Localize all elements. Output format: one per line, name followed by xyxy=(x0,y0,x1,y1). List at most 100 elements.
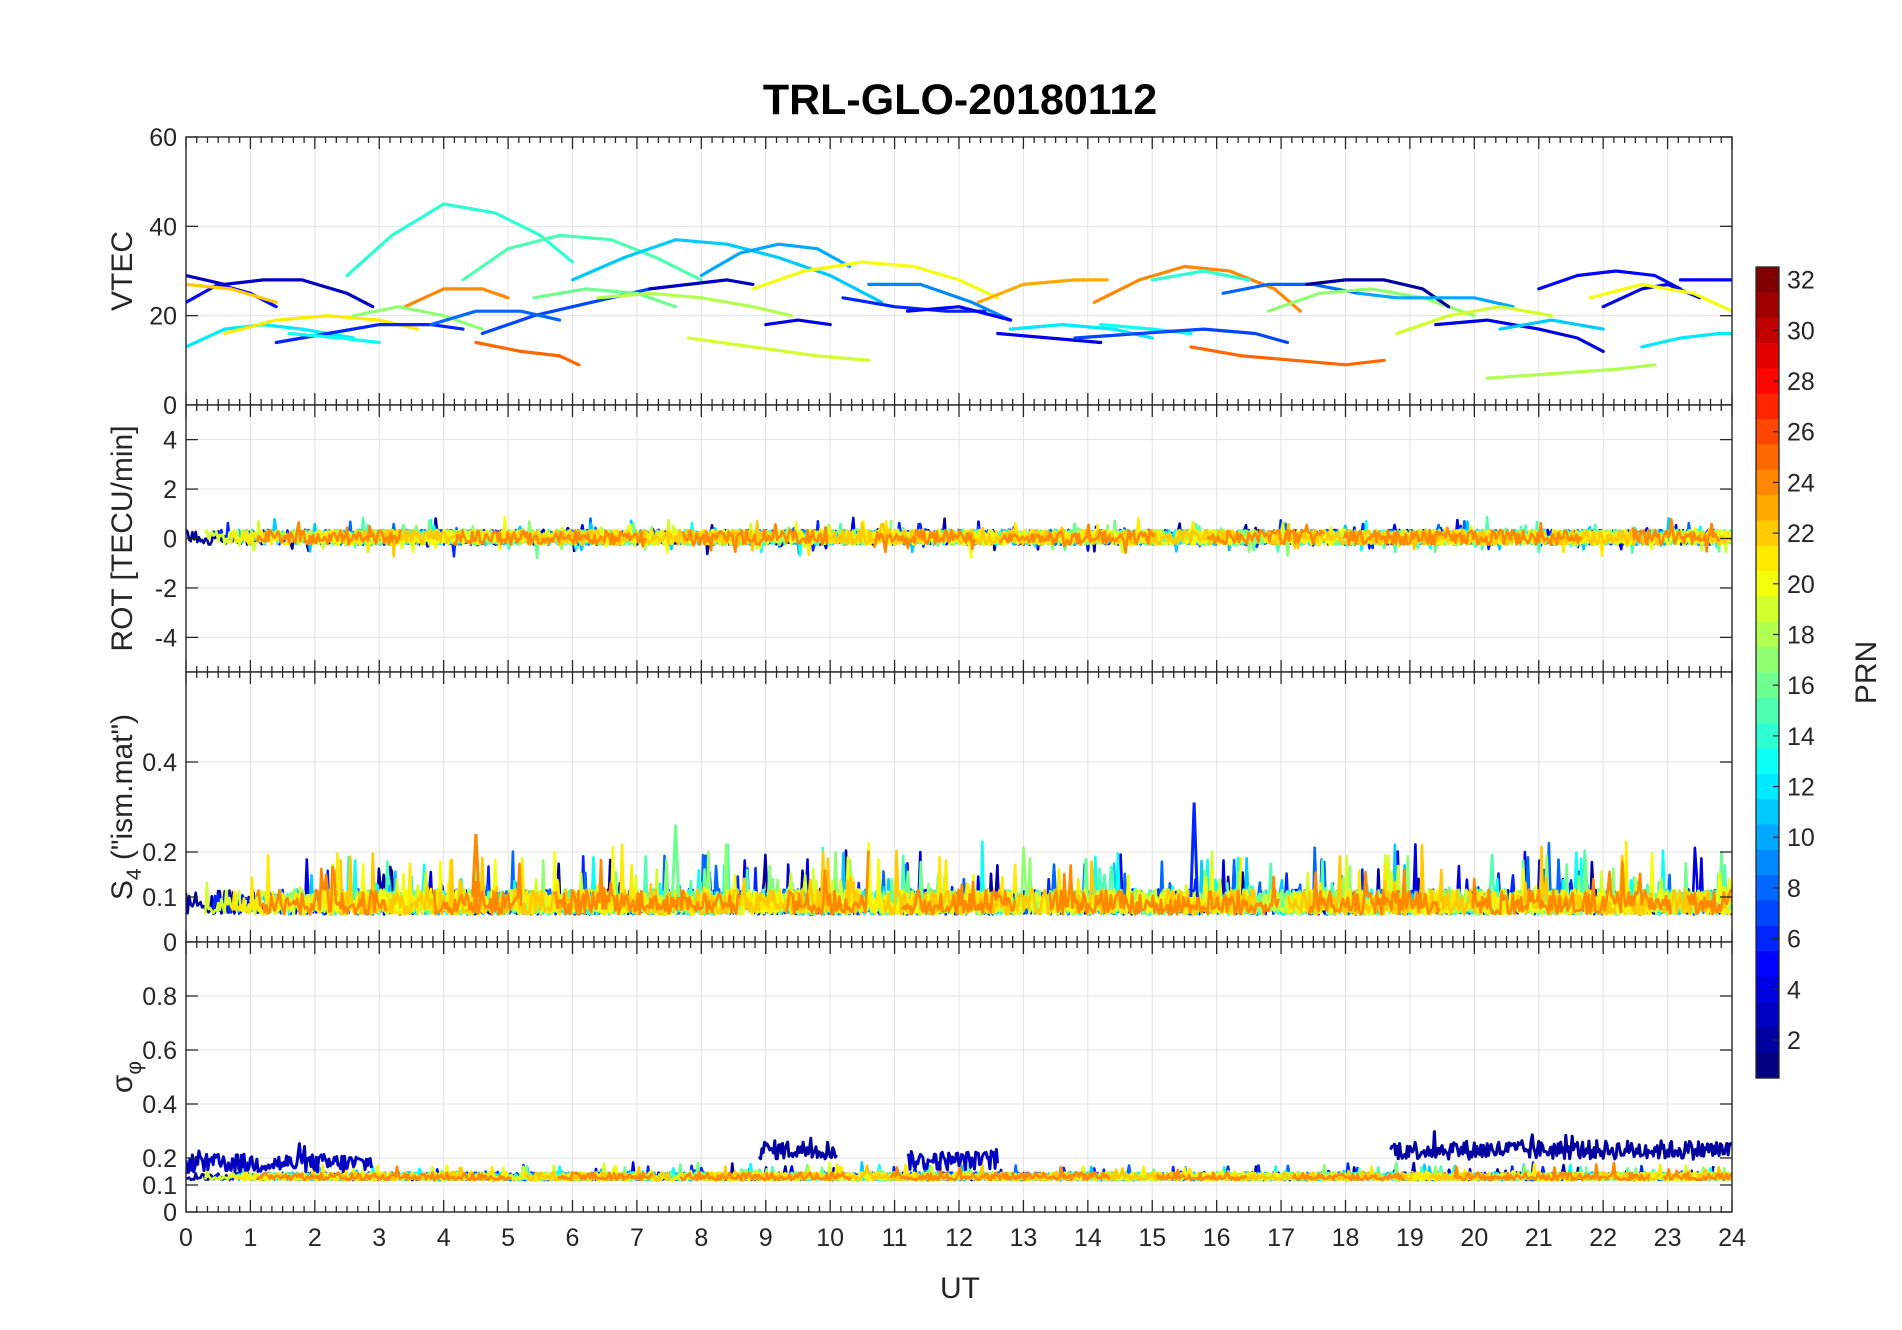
colorbar-swatch-24 xyxy=(1756,469,1779,496)
x-tick-label-21: 21 xyxy=(1525,1224,1553,1252)
colorbar-swatch-7 xyxy=(1756,900,1779,927)
x-tick-label-16: 16 xyxy=(1203,1224,1231,1252)
y-axis-label-rest-s4: ("ism.mat") xyxy=(106,714,139,869)
vtec-series-prn14-32 xyxy=(1150,269,1251,282)
sigma-trace-prn24 xyxy=(679,1170,852,1182)
sigma-trace-prn22 xyxy=(1428,1171,1516,1182)
y-tick-label-rot-3: 2 xyxy=(163,476,177,504)
colorbar-tick-label-14: 30 xyxy=(1787,317,1815,345)
x-tick-label-7: 7 xyxy=(630,1224,644,1252)
y-tick-label-sigma-1: 0.1 xyxy=(142,1172,177,1200)
x-tick-label-13: 13 xyxy=(1010,1224,1038,1252)
x-tick-label-2: 2 xyxy=(308,1224,322,1252)
sigma-elevated-prn2-3 xyxy=(1389,1130,1732,1161)
s4-trace-prn24 xyxy=(553,858,741,916)
x-tick-label-15: 15 xyxy=(1138,1224,1166,1252)
colorbar-swatch-2 xyxy=(1756,1027,1779,1054)
x-tick-label-12: 12 xyxy=(945,1224,973,1252)
colorbar-swatch-26 xyxy=(1756,419,1779,446)
x-tick-label-24: 24 xyxy=(1718,1224,1746,1252)
colorbar-swatch-15 xyxy=(1756,697,1779,724)
ticks-sigma xyxy=(185,942,1733,1213)
vtec-series-prn22-9 xyxy=(186,282,278,304)
colorbar-swatch-3 xyxy=(1756,1001,1779,1028)
chart-title: TRL-GLO-20180112 xyxy=(763,76,1157,124)
y-tick-label-sigma-3: 0.4 xyxy=(142,1091,177,1119)
vtec-series-prn25-31 xyxy=(1189,345,1386,367)
vtec-series-prn4-22 xyxy=(764,318,832,327)
x-tick-label-18: 18 xyxy=(1332,1224,1360,1252)
vtec-series-prn10-36 xyxy=(1356,291,1515,309)
vtec-series-prn3-21 xyxy=(648,278,755,291)
rot-trace-prn24 xyxy=(872,528,977,554)
x-tick-label-14: 14 xyxy=(1074,1224,1102,1252)
s4-trace-prn22 xyxy=(617,851,865,916)
colorbar-tick-label-3: 8 xyxy=(1787,875,1801,903)
colorbar-tick-label-9: 20 xyxy=(1787,571,1815,599)
colorbar-swatch-30 xyxy=(1756,317,1779,344)
s4-trace-prn24 xyxy=(901,880,1017,916)
vtec-series-prn16-18 xyxy=(532,287,678,309)
x-tick-labels: 0 1 2 3 4 5 6 7 8 9 10 11 12 13 14 15 16 17 18 19 20 21 22 23 24 xyxy=(179,1224,1746,1252)
vtec-series-prn5-40 xyxy=(1537,269,1683,291)
s4-trace-prn19 xyxy=(699,867,927,916)
vtec-series-prn18-43 xyxy=(1485,363,1657,380)
colorbar-tick-label-13: 28 xyxy=(1787,368,1815,396)
y-axis-label-sub-sigma: φ xyxy=(123,1061,146,1075)
s4-trace-prn24 xyxy=(1686,888,1732,916)
x-tick-label-9: 9 xyxy=(759,1224,773,1252)
colorbar-swatch-32 xyxy=(1756,267,1779,293)
rot-trace-prn24 xyxy=(681,522,829,554)
ticks-s4 xyxy=(185,672,1733,943)
x-axis-label: UT xyxy=(940,1272,980,1305)
colorbar-swatch-23 xyxy=(1756,495,1779,522)
vtec-series-prn11-39 xyxy=(1498,318,1605,331)
vtec-series-prn4-27 xyxy=(996,331,1103,345)
y-axis-label-sigma: σφ xyxy=(106,1061,146,1093)
vtec-series-prn9-25 xyxy=(867,282,1013,322)
vtec-series-prn13-13 xyxy=(287,331,381,345)
rot-trace-prn24 xyxy=(1205,523,1326,546)
ticks-rot xyxy=(185,405,1733,672)
colorbar-swatch-19 xyxy=(1756,596,1779,623)
y-tick-label-vtec-3: 60 xyxy=(149,124,177,152)
vtec-series-prn15-1 xyxy=(461,233,703,282)
y-axis-label-main-sigma: σ xyxy=(106,1074,139,1093)
vtec-series-prn10-3 xyxy=(699,242,852,278)
colorbar-swatch-13 xyxy=(1756,748,1779,775)
y-tick-label-sigma-5: 0.8 xyxy=(142,983,177,1011)
colorbar-tick-label-0: 2 xyxy=(1787,1027,1801,1055)
sigma-trace-prn24 xyxy=(1453,1161,1651,1182)
vtec-series-prn2-35 xyxy=(1305,278,1451,309)
vtec-series-prn24-6 xyxy=(1092,264,1303,313)
colorbar-tick-label-5: 12 xyxy=(1787,774,1815,802)
colorbar-tick-label-2: 6 xyxy=(1787,926,1801,954)
rot-trace-prn24 xyxy=(1343,521,1583,547)
panel-sigma: 00.10.2 0.4 0.6 0.8 σφ xyxy=(106,941,1733,1227)
x-tick-label-10: 10 xyxy=(816,1224,844,1252)
x-tick-label-20: 20 xyxy=(1460,1224,1488,1252)
colorbar-label: PRN xyxy=(1850,641,1883,704)
x-tick-label-17: 17 xyxy=(1267,1224,1295,1252)
vtec-series-prn23-5 xyxy=(976,278,1109,304)
y-tick-label-rot-0: -4 xyxy=(155,624,177,652)
colorbar-tick-label-6: 14 xyxy=(1787,723,1815,751)
colorbar-swatch-5 xyxy=(1756,951,1779,978)
sigma-trace-prn24 xyxy=(1291,1172,1406,1182)
panel-s4: 00.10.20.4S4 ("ism.mat") xyxy=(106,671,1733,957)
rot-trace-prn24 xyxy=(1631,517,1720,553)
x-tick-label-5: 5 xyxy=(501,1224,515,1252)
sigma-trace-prn24 xyxy=(1662,1168,1732,1182)
y-tick-label-rot-4: 4 xyxy=(163,427,177,455)
y-tick-label-vtec-0: 0 xyxy=(163,392,177,420)
colorbar-swatch-28 xyxy=(1756,368,1779,395)
colorbar-swatch-12 xyxy=(1756,773,1779,800)
y-tick-label-s4-3: 0.4 xyxy=(142,749,177,777)
colorbar-tick-label-10: 22 xyxy=(1787,520,1815,548)
sigma-trace-prn24 xyxy=(1155,1168,1248,1182)
y-axis-label-sub-s4: 4 xyxy=(123,868,146,880)
x-tick-label-11: 11 xyxy=(882,1224,908,1252)
rot-trace-prn24 xyxy=(452,529,647,548)
y-tick-label-rot-1: -2 xyxy=(155,575,177,603)
